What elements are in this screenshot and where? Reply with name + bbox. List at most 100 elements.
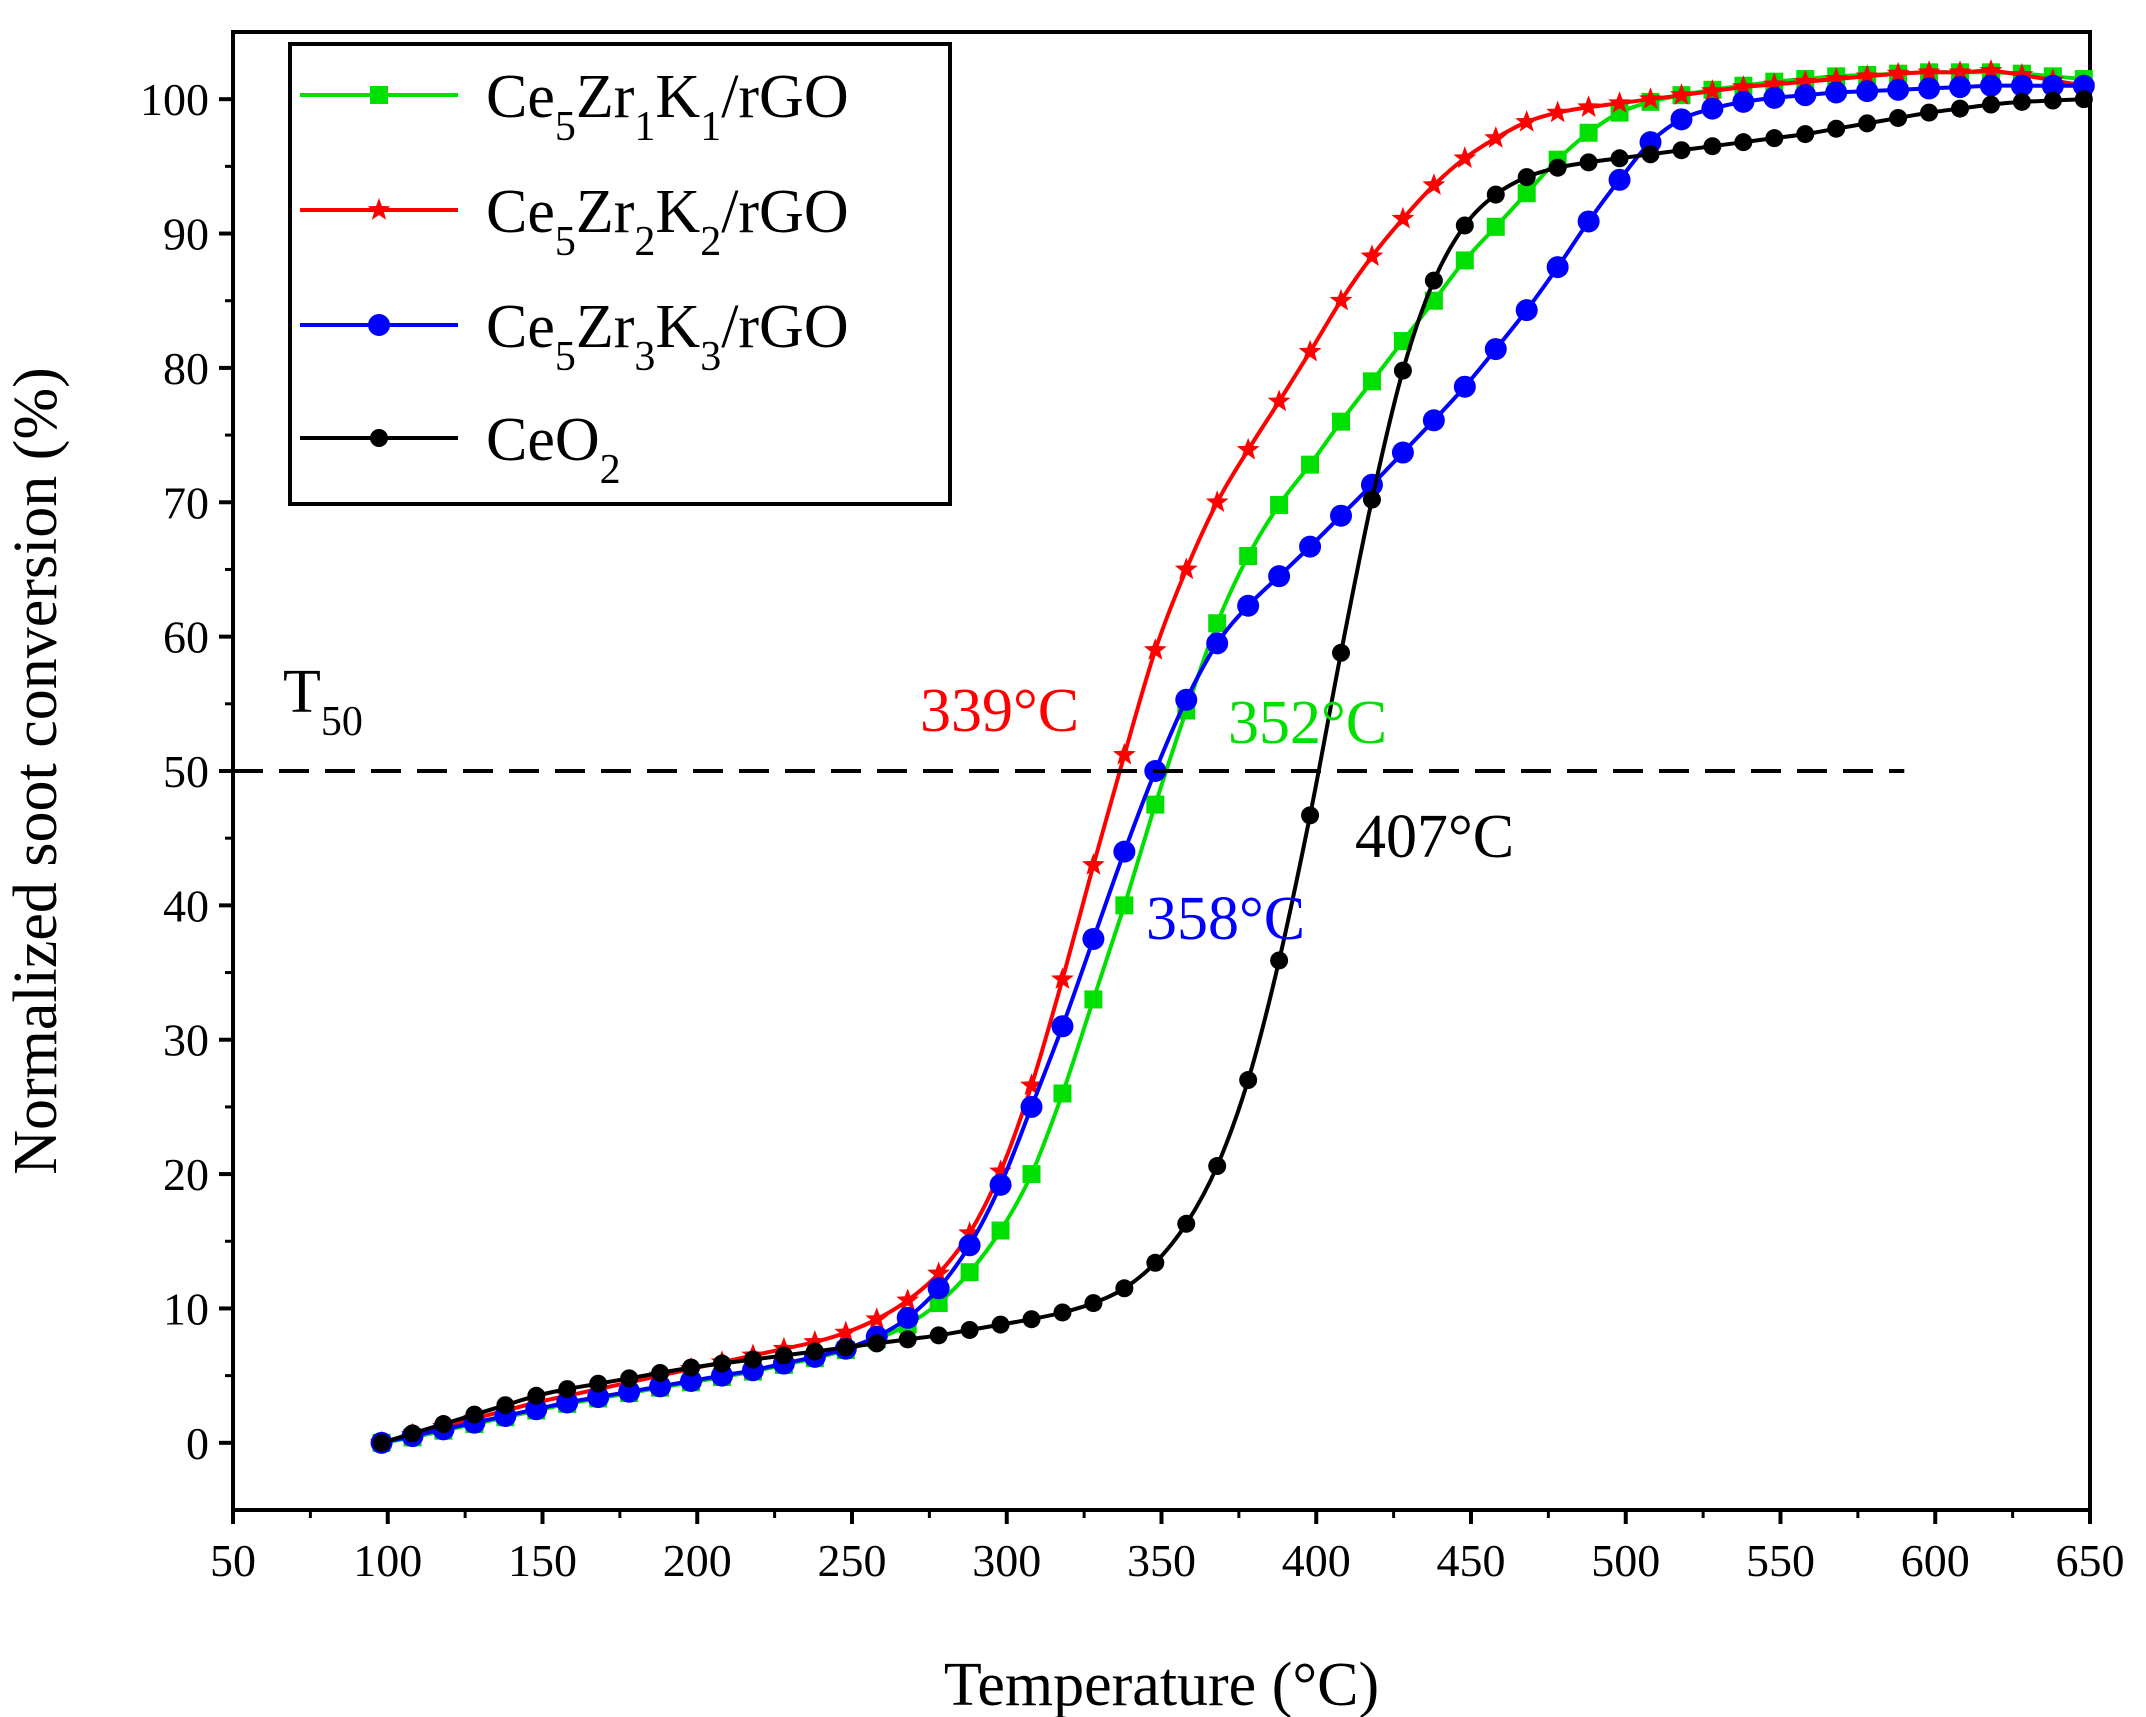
data-point (1765, 129, 1784, 148)
x-axis-title: Temperature (°C) (944, 1651, 1379, 1717)
legend-label-subscript: 3 (700, 334, 721, 380)
data-point (1793, 69, 1817, 92)
legend-marker (367, 198, 391, 220)
x-tick-label: 50 (210, 1535, 256, 1586)
data-point (1827, 119, 1846, 138)
data-point (989, 1173, 1012, 1196)
data-point (1979, 59, 2003, 81)
x-tick-label: 600 (1901, 1535, 1970, 1586)
data-point (1515, 299, 1538, 322)
data-point (1175, 688, 1198, 711)
data-point (805, 1342, 824, 1361)
data-point (1453, 375, 1476, 398)
data-point (1332, 643, 1351, 662)
data-point (1577, 95, 1600, 117)
data-point (680, 1370, 703, 1393)
data-point (960, 1320, 979, 1339)
data-point (1267, 389, 1291, 412)
legend-label-part: /rGO (721, 63, 848, 131)
data-point (1082, 927, 1105, 950)
legend-label-part: CeO (486, 406, 600, 474)
data-point (1236, 437, 1260, 460)
legend-marker (370, 86, 388, 104)
data-point (558, 1380, 577, 1399)
t50-value-ce5zr3k3: 358°C (1146, 885, 1305, 953)
data-point (2012, 92, 2031, 111)
data-point (1824, 67, 1848, 89)
data-point (2010, 63, 2034, 85)
data-point (1672, 141, 1691, 160)
legend-label-subscript: 2 (600, 447, 621, 493)
data-point (1330, 504, 1353, 527)
y-tick-label: 60 (163, 612, 209, 663)
legend-label-subscript: 2 (634, 219, 655, 265)
y-tick-label: 30 (163, 1015, 209, 1066)
data-point (2010, 74, 2033, 97)
data-point (2043, 91, 2062, 110)
data-point (898, 1330, 917, 1349)
data-point (1422, 173, 1446, 195)
legend-label: Ce5Zr2K2/rGO (486, 178, 849, 265)
legend-item-ceo2: CeO2 (300, 406, 621, 493)
x-tick-label: 200 (663, 1535, 732, 1586)
legend-label-part: Zr (576, 178, 635, 246)
data-point (1301, 455, 1320, 474)
data-point (1762, 72, 1786, 95)
data-point (991, 1221, 1010, 1240)
legend-box (288, 42, 952, 506)
legend-label-subscript: 5 (555, 104, 576, 150)
data-point (1517, 168, 1536, 187)
data-point (960, 1263, 979, 1282)
legend-label-part: Ce (486, 178, 555, 246)
x-tick-label: 650 (2056, 1535, 2125, 1586)
x-tick-label: 400 (1282, 1535, 1351, 1586)
y-axis-title: Normalized soot conversion (%) (2, 367, 70, 1174)
legend-marker (368, 314, 390, 336)
y-tick-label: 100 (140, 74, 209, 125)
data-point (1115, 1279, 1134, 1298)
legend-item-ce5zr3k3-rgo: Ce5Zr3K3/rGO (300, 293, 849, 380)
y-tick-label: 70 (163, 477, 209, 528)
data-point (1270, 951, 1289, 970)
data-point (1177, 1214, 1196, 1233)
legend-label-part: /rGO (721, 178, 848, 246)
data-point (1268, 565, 1291, 588)
y-tick-label: 50 (163, 746, 209, 797)
data-point (1484, 338, 1507, 361)
y-tick-label: 10 (163, 1283, 209, 1334)
data-point (1825, 81, 1848, 104)
data-point (1548, 158, 1567, 177)
data-point (1205, 490, 1229, 512)
legend-label-part: Ce (486, 293, 555, 361)
data-point (1239, 1071, 1258, 1090)
data-point (867, 1334, 886, 1353)
y-tick-label: 0 (186, 1418, 209, 1469)
legend-label-part: K (655, 293, 700, 361)
data-point (774, 1346, 793, 1365)
data-point (1455, 216, 1474, 235)
data-point (1206, 632, 1229, 655)
legend-label-part: Ce (486, 63, 555, 131)
data-point (929, 1326, 948, 1345)
data-point (958, 1221, 981, 1243)
data-point (1981, 95, 2000, 114)
data-point (1020, 1095, 1043, 1118)
data-point (496, 1396, 515, 1415)
y-tick-label: 90 (163, 209, 209, 260)
data-point (1917, 60, 1941, 82)
data-point (743, 1350, 762, 1369)
data-point (1455, 251, 1474, 270)
data-point (1053, 1084, 1072, 1103)
data-point (1546, 256, 1569, 279)
data-point (1484, 126, 1508, 148)
data-point (1889, 108, 1908, 127)
data-point (2074, 90, 2093, 109)
t50-label-sub: 50 (321, 699, 363, 745)
data-point (1424, 271, 1443, 290)
data-point (1020, 1073, 1043, 1096)
legend-label: Ce5Zr1K1/rGO (486, 63, 849, 150)
data-point (1732, 90, 1755, 113)
legend-label-subscript: 2 (700, 219, 721, 265)
